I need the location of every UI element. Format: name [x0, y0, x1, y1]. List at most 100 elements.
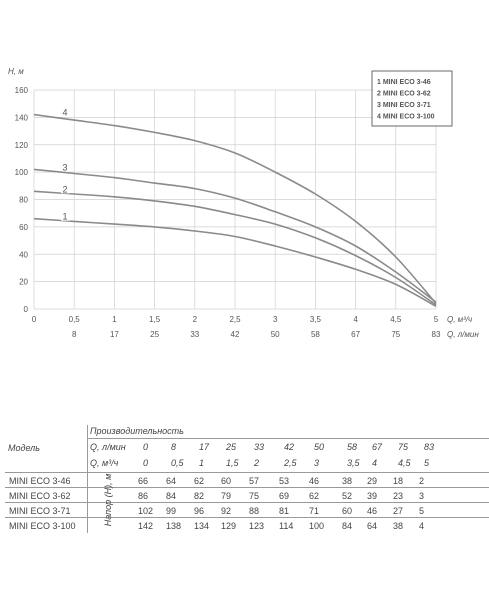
- head-value: 2: [419, 476, 425, 486]
- model-name: MINI ECO 3-100: [9, 521, 76, 531]
- flow-m3h-value: 2: [254, 458, 260, 468]
- x-tick-label-m3h: 5: [434, 315, 439, 324]
- head-value: 99: [166, 506, 177, 516]
- table-divider: [87, 425, 88, 533]
- x-tick-label-m3h: 4: [353, 315, 358, 324]
- head-value: 114: [279, 521, 294, 531]
- head-value: 123: [249, 521, 265, 531]
- flow-m3h-value: 4,5: [398, 458, 411, 468]
- table-divider: [5, 502, 489, 503]
- flow-lpm-value: 8: [171, 442, 177, 452]
- table-divider: [87, 438, 489, 439]
- y-tick-label: 140: [15, 113, 29, 122]
- flow-m3h-value: 1: [199, 458, 205, 468]
- flow-lpm-value: 75: [398, 442, 409, 452]
- head-value: 23: [393, 491, 404, 501]
- model-name: MINI ECO 3-62: [9, 491, 71, 501]
- y-tick-label: 0: [24, 305, 29, 314]
- flow-m3h-value: 4: [372, 458, 378, 468]
- head-value: 60: [342, 506, 353, 516]
- legend-entry: 1 MINI ECO 3-46: [377, 79, 431, 86]
- flow-m3h-value: 0: [143, 458, 149, 468]
- curve-label-bg: [61, 183, 70, 194]
- head-value: 66: [138, 476, 149, 486]
- flow-lpm-value: 58: [347, 442, 358, 452]
- head-value: 100: [309, 521, 325, 531]
- y-tick-label: 80: [19, 196, 28, 205]
- curve-label: 1: [62, 212, 67, 222]
- flow-m3h-value: 1,5: [226, 458, 239, 468]
- x-tick-label-m3h: 3: [273, 315, 278, 324]
- head-value: 64: [166, 476, 177, 486]
- head-value: 102: [138, 506, 154, 516]
- y-tick-label: 40: [19, 250, 28, 259]
- y-tick-label: 120: [15, 141, 29, 150]
- head-value: 38: [342, 476, 353, 486]
- flow-lpm-label: Q, л/мин: [90, 442, 126, 452]
- head-value: 92: [221, 506, 232, 516]
- head-value: 75: [249, 491, 260, 501]
- flow-m3h-label: Q, м³/ч: [90, 458, 119, 468]
- model-name: MINI ECO 3-71: [9, 506, 71, 516]
- y-axis-label: H, м: [8, 67, 24, 76]
- curve-label: 3: [62, 162, 67, 172]
- head-value: 64: [367, 521, 378, 531]
- curve-line: [33, 168, 437, 303]
- x-tick-label-lpm: 8: [72, 330, 77, 339]
- head-value: 39: [367, 491, 378, 501]
- x-tick-label-lpm: 50: [271, 330, 280, 339]
- flow-m3h-value: 3,5: [347, 458, 360, 468]
- legend-entry: 4 MINI ECO 3-100: [377, 114, 435, 121]
- flow-m3h-value: 2,5: [284, 458, 297, 468]
- curve-label-bg: [61, 210, 70, 221]
- x-axis-label-lpm: Q, л/мин: [447, 330, 479, 339]
- head-value: 69: [279, 491, 290, 501]
- flow-lpm-value: 50: [314, 442, 325, 452]
- head-value: 27: [393, 506, 404, 516]
- head-value: 88: [249, 506, 260, 516]
- flow-lpm-value: 17: [199, 442, 210, 452]
- y-tick-label: 100: [15, 168, 29, 177]
- flow-lpm-value: 67: [372, 442, 383, 452]
- x-tick-label-lpm: 67: [351, 330, 360, 339]
- x-tick-label-lpm: 25: [150, 330, 159, 339]
- performance-chart: 0 20 40 60 80 100 120 140 160 0 0,5 1 1,5 2 2,5 3 3,5 4 4,…: [8, 67, 479, 339]
- grid: [33, 89, 437, 310]
- curve-label: 2: [62, 184, 67, 194]
- head-value: 5: [419, 506, 425, 516]
- x-tick-label-m3h: 2,5: [229, 315, 241, 324]
- head-value: 134: [194, 521, 210, 531]
- x-tick-label-lpm: 17: [110, 330, 119, 339]
- curve-label: 4: [62, 108, 67, 118]
- head-value: 142: [138, 521, 154, 531]
- x-tick-label-m3h: 4,5: [390, 315, 402, 324]
- head-value: 60: [221, 476, 232, 486]
- head-value: 81: [279, 506, 290, 516]
- flow-m3h-value: 3: [314, 458, 320, 468]
- table-divider: [5, 487, 489, 488]
- table-divider: [5, 517, 489, 518]
- x-tick-label-m3h: 3,5: [310, 315, 322, 324]
- x-tick-label-lpm: 75: [391, 330, 400, 339]
- x-tick-label-m3h: 1,5: [149, 315, 161, 324]
- x-tick-label-m3h: 2: [193, 315, 198, 324]
- head-value: 138: [166, 521, 182, 531]
- y-tick-label: 160: [15, 86, 29, 95]
- model-header: Модель: [8, 443, 40, 453]
- performance-header: Производительность: [90, 426, 184, 436]
- curves: 1 2 3 4: [33, 106, 437, 308]
- x-tick-label-lpm: 33: [190, 330, 199, 339]
- x-tick-label-lpm: 58: [311, 330, 320, 339]
- x-tick-label-m3h: 1: [112, 315, 117, 324]
- curve-label-bg: [61, 161, 70, 172]
- flow-m3h-value: 5: [424, 458, 430, 468]
- head-value: 53: [279, 476, 290, 486]
- axes: 0 20 40 60 80 100 120 140 160 0 0,5 1 1,5 2 2,5 3 3,5 4 4,…: [8, 67, 479, 339]
- flow-lpm-value: 25: [226, 442, 237, 452]
- curve-line: [33, 190, 437, 306]
- y-tick-label: 20: [19, 278, 28, 287]
- curve-line: [33, 217, 437, 308]
- legend-entry: 3 MINI ECO 3-71: [377, 102, 431, 109]
- head-value: 4: [419, 521, 425, 531]
- head-value: 71: [309, 506, 320, 516]
